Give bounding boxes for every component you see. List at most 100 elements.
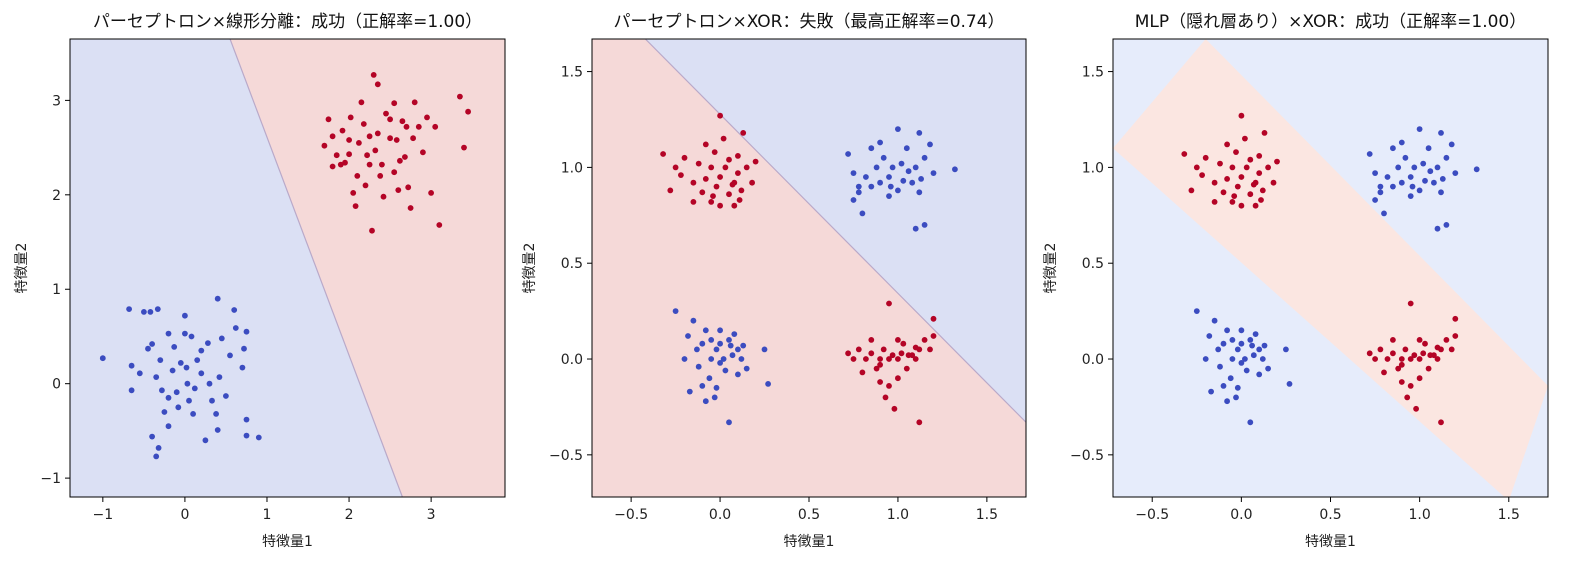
data-point xyxy=(1242,135,1248,142)
data-point xyxy=(329,163,336,170)
y-tick-label: 0 xyxy=(52,377,61,393)
data-point xyxy=(173,389,180,396)
data-point xyxy=(930,170,937,177)
x-tick-label: −0.5 xyxy=(1135,507,1169,523)
data-point xyxy=(397,157,403,164)
data-point xyxy=(886,383,892,389)
data-point xyxy=(900,177,907,184)
data-point xyxy=(735,170,741,177)
data-point xyxy=(1366,151,1373,157)
data-point xyxy=(347,114,354,121)
data-point xyxy=(880,346,887,353)
data-point xyxy=(916,346,923,353)
data-point xyxy=(695,363,702,370)
data-point xyxy=(1372,356,1378,362)
data-point xyxy=(895,356,901,362)
data-point xyxy=(1366,350,1373,357)
data-point xyxy=(927,346,933,353)
chart-title: MLP（隠れ層あり）×XOR：成功（正解率=1.00） xyxy=(1135,12,1526,32)
data-point xyxy=(895,126,901,132)
data-point xyxy=(868,350,875,357)
data-point xyxy=(1256,153,1263,159)
series-class-1 xyxy=(321,72,471,234)
data-point xyxy=(690,179,697,186)
data-point xyxy=(1234,346,1241,353)
y-axis-label: 特徴量2 xyxy=(522,243,538,294)
chart-title: パーセプトロン×線形分離：成功（正解率=1.00） xyxy=(93,12,482,32)
data-point xyxy=(886,174,892,180)
data-point xyxy=(1452,315,1459,322)
data-point xyxy=(387,135,393,142)
data-point xyxy=(1377,346,1384,353)
data-point xyxy=(188,333,195,340)
data-point xyxy=(731,331,738,337)
data-point xyxy=(708,199,715,205)
data-point xyxy=(457,93,463,100)
data-point xyxy=(1416,187,1423,194)
data-point xyxy=(930,333,937,339)
data-point xyxy=(1259,356,1266,362)
data-point xyxy=(383,110,389,117)
data-point xyxy=(898,350,905,357)
data-point xyxy=(202,437,209,444)
data-point xyxy=(887,183,894,190)
data-point xyxy=(154,306,161,312)
y-tick-label: −1 xyxy=(40,471,61,487)
data-point xyxy=(877,379,883,385)
data-point xyxy=(717,360,723,366)
data-point xyxy=(1181,151,1188,157)
data-point xyxy=(374,130,381,137)
data-point xyxy=(342,159,348,166)
data-point xyxy=(1390,350,1396,357)
data-point xyxy=(1407,193,1414,200)
plot-area xyxy=(592,39,1026,497)
data-point xyxy=(1416,126,1423,132)
data-point xyxy=(702,176,709,182)
data-point xyxy=(1258,197,1264,203)
data-point xyxy=(399,118,406,125)
data-point xyxy=(1261,342,1268,349)
data-point xyxy=(379,161,385,168)
data-point xyxy=(1220,189,1227,196)
data-point xyxy=(749,179,755,186)
series-class-0 xyxy=(99,295,262,460)
data-point xyxy=(1381,369,1387,376)
data-point xyxy=(702,398,709,405)
y-tick-label: 2 xyxy=(52,188,61,204)
data-point xyxy=(1452,170,1459,177)
data-point xyxy=(1229,337,1236,343)
data-point xyxy=(1229,199,1236,205)
data-point xyxy=(694,346,700,353)
decision-boundary xyxy=(644,39,1026,423)
data-point xyxy=(717,174,723,180)
series-class-0 xyxy=(1366,126,1480,232)
data-point xyxy=(1215,346,1222,353)
data-point xyxy=(255,434,262,441)
data-point xyxy=(1381,210,1387,217)
data-point xyxy=(1193,164,1200,171)
data-point xyxy=(1229,164,1236,171)
data-point xyxy=(1384,356,1391,362)
data-point xyxy=(889,164,896,171)
data-point xyxy=(1238,112,1245,119)
data-point xyxy=(863,356,869,362)
data-point xyxy=(1256,346,1263,353)
data-point xyxy=(1398,356,1405,362)
data-point xyxy=(726,419,732,426)
series-class-0 xyxy=(672,308,771,426)
data-point xyxy=(165,330,172,337)
data-point xyxy=(1238,340,1245,347)
data-point xyxy=(1238,327,1245,334)
data-point xyxy=(1402,154,1409,161)
data-point xyxy=(726,337,732,343)
data-point xyxy=(1252,202,1259,209)
data-point xyxy=(402,154,408,160)
data-point xyxy=(374,81,381,88)
data-point xyxy=(859,210,866,217)
data-point xyxy=(859,369,866,376)
data-point xyxy=(99,355,106,362)
data-point xyxy=(863,174,869,180)
data-point xyxy=(1438,346,1444,353)
subplot-1: −1 0 1 2 3 −1 0 1 2 3 パーセプトロン×線形分離：成功（正解率=1.00） 特徴量… xyxy=(14,12,506,550)
